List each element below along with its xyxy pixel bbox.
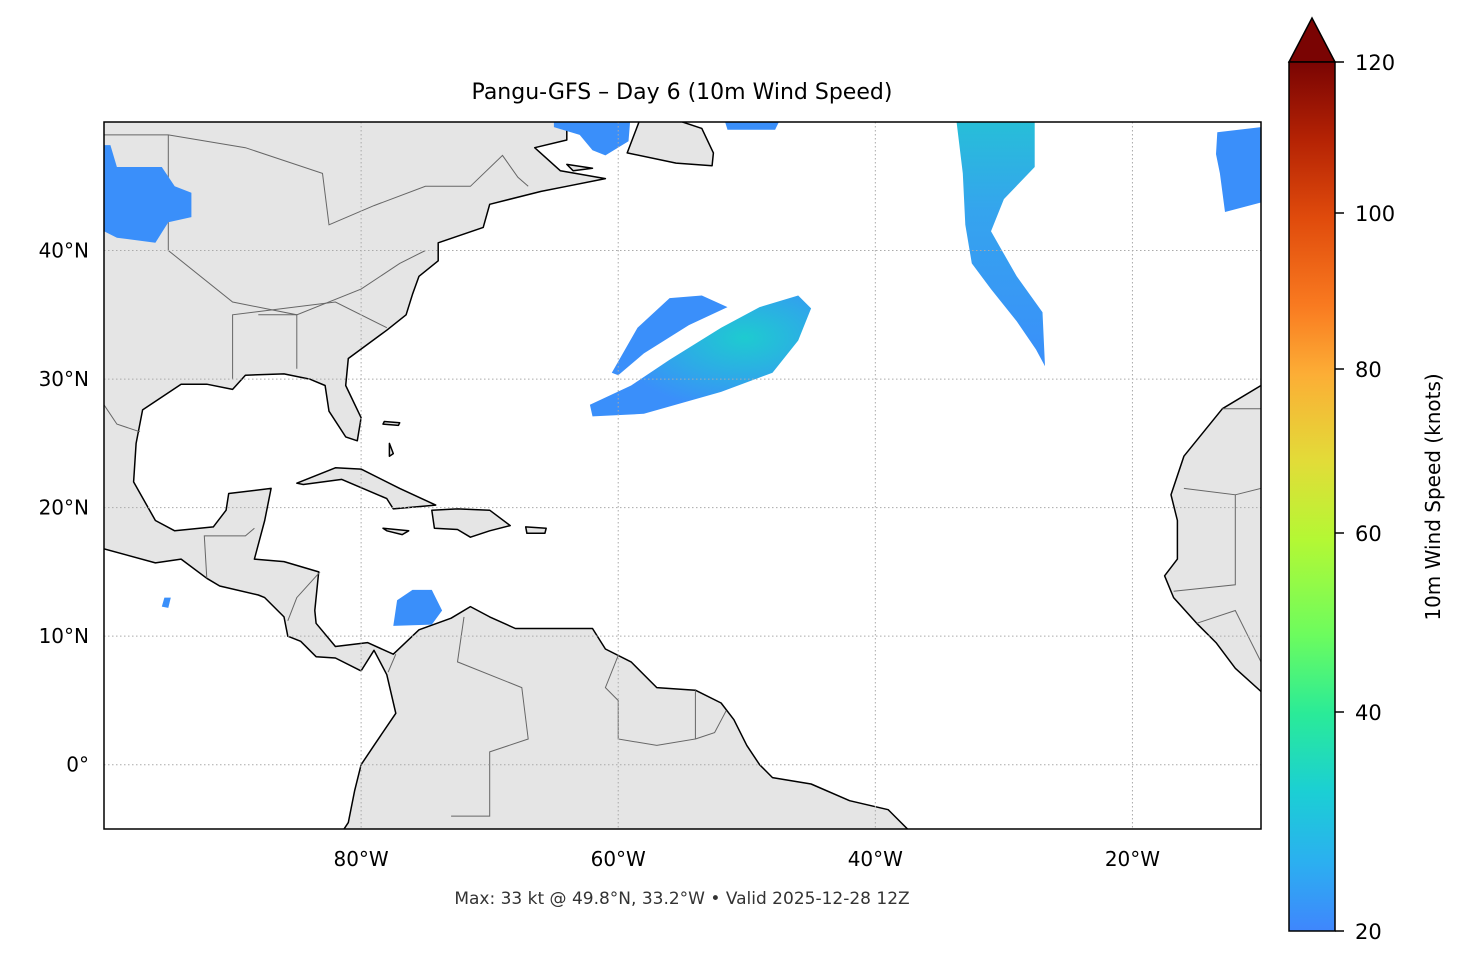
colorbar-label: 10m Wind Speed (knots) <box>1421 373 1445 620</box>
colorbar: 20 40 60 80 100 120 10m Wind Speed (knots) <box>1287 16 1445 944</box>
island-newfoundland <box>626 122 715 167</box>
landmass-americas <box>104 122 909 829</box>
wind-region-central-atlantic <box>589 295 812 417</box>
wind-region-great-lakes <box>104 145 192 243</box>
island-jamaica <box>382 527 410 536</box>
y-tick-labels: 40°N 30°N 20°N 10°N 0° <box>39 239 89 777</box>
wind-region-caribbean <box>393 589 443 626</box>
y-tick-label: 30°N <box>39 367 89 391</box>
y-tick-label: 10°N <box>39 624 89 648</box>
island-bahamas2 <box>388 442 395 457</box>
island-cuba <box>296 467 437 510</box>
country-border <box>1196 609 1261 663</box>
country-border <box>1235 487 1261 496</box>
colorbar-tick-label: 40 <box>1355 701 1382 725</box>
x-tick-label: 40°W <box>848 847 903 871</box>
country-border <box>104 404 141 433</box>
x-tick-label: 20°W <box>1105 847 1160 871</box>
country-border <box>695 710 727 740</box>
x-tick-labels: 80°W 60°W 40°W 20°W <box>333 847 1160 871</box>
colorbar-extend-arrow <box>1287 16 1337 63</box>
colorbar-tick-label: 60 <box>1355 522 1382 546</box>
island-puerto-rico <box>524 526 547 535</box>
x-tick-label: 60°W <box>591 847 646 871</box>
x-tick-label: 80°W <box>333 847 388 871</box>
wind-region-north-atlantic-plume <box>956 122 1045 367</box>
country-border <box>287 571 321 621</box>
y-tick-label: 40°N <box>39 239 89 263</box>
wind-region-east-edge <box>1216 127 1261 212</box>
island-prince-edward <box>566 163 594 172</box>
landmass-africa <box>1163 384 1261 693</box>
colorbar-tick-label: 120 <box>1355 51 1395 75</box>
colorbar-tick-label: 100 <box>1355 202 1395 226</box>
country-border <box>203 527 255 579</box>
country-border <box>387 654 397 673</box>
island-bahamas1 <box>382 420 401 427</box>
gridlines <box>104 122 1261 829</box>
colorbar-gradient <box>1288 61 1336 932</box>
footer-info: Max: 33 kt @ 49.8°N, 33.2°W • Valid 2025… <box>454 889 909 909</box>
country-border <box>1173 487 1236 592</box>
colorbar-tick-label: 80 <box>1355 358 1382 382</box>
colorbar-tick-label: 20 <box>1355 920 1382 944</box>
land-layer <box>104 122 1261 829</box>
island-hispaniola <box>431 508 511 538</box>
wind-region-labrador-sea-edge <box>725 122 779 130</box>
country-border <box>451 616 529 817</box>
y-tick-label: 0° <box>66 753 89 777</box>
map-frame <box>103 121 1262 830</box>
map-title: Pangu-GFS – Day 6 (10m Wind Speed) <box>472 80 893 105</box>
wind-region-pacific-small <box>161 597 171 608</box>
wind-region-gulf-st-lawrence <box>553 122 631 156</box>
map-axes <box>104 122 1261 829</box>
colorbar-ticks: 20 40 60 80 100 120 <box>1335 51 1395 944</box>
wind-speed-layer <box>104 122 1261 626</box>
country-border <box>258 314 298 369</box>
y-tick-label: 20°N <box>39 496 89 520</box>
country-border <box>104 134 529 226</box>
wind-region-central-atlantic-north <box>611 295 728 376</box>
